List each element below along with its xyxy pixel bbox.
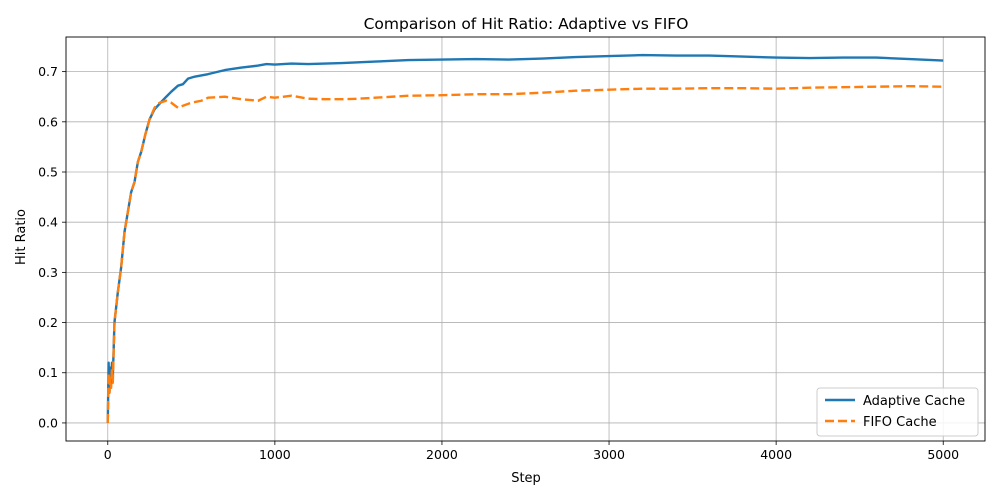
y-tick-label: 0.0 [38, 415, 58, 430]
series-line-fifo-cache [106, 84, 944, 423]
y-tick-label: 0.4 [38, 215, 58, 230]
x-tick-label: 1000 [259, 447, 291, 462]
y-tick-label: 0.5 [38, 165, 58, 180]
y-tick-label: 0.2 [38, 315, 58, 330]
series-line-adaptive-cache [106, 53, 944, 423]
legend-label-adaptive: Adaptive Cache [863, 394, 965, 409]
legend-label-fifo: FIFO Cache [863, 415, 937, 430]
grid-lines [66, 37, 985, 441]
plot-frame [65, 36, 986, 442]
x-tick-label: 5000 [927, 447, 959, 462]
x-axis-title: Step [511, 471, 541, 486]
y-tick-label: 0.3 [38, 265, 58, 280]
chart-title: Comparison of Hit Ratio: Adaptive vs FIF… [364, 15, 689, 33]
x-tick-label: 0 [104, 447, 112, 462]
plot-series [106, 53, 944, 423]
x-tick-label: 2000 [426, 447, 458, 462]
y-tick-label: 0.7 [38, 64, 58, 79]
x-tick-label: 3000 [593, 447, 625, 462]
y-tick-label: 0.6 [38, 114, 58, 129]
y-axis-title: Hit Ratio [14, 209, 29, 265]
axis-ticks: 0 1000 2000 3000 4000 5000 0.0 0.1 0.2 0.3 0.4 0.5 0… [38, 64, 959, 462]
x-tick-label: 4000 [760, 447, 792, 462]
legend-box [816, 387, 979, 437]
legend: Adaptive Cache FIFO Cache [816, 387, 979, 437]
y-tick-label: 0.1 [38, 365, 58, 380]
